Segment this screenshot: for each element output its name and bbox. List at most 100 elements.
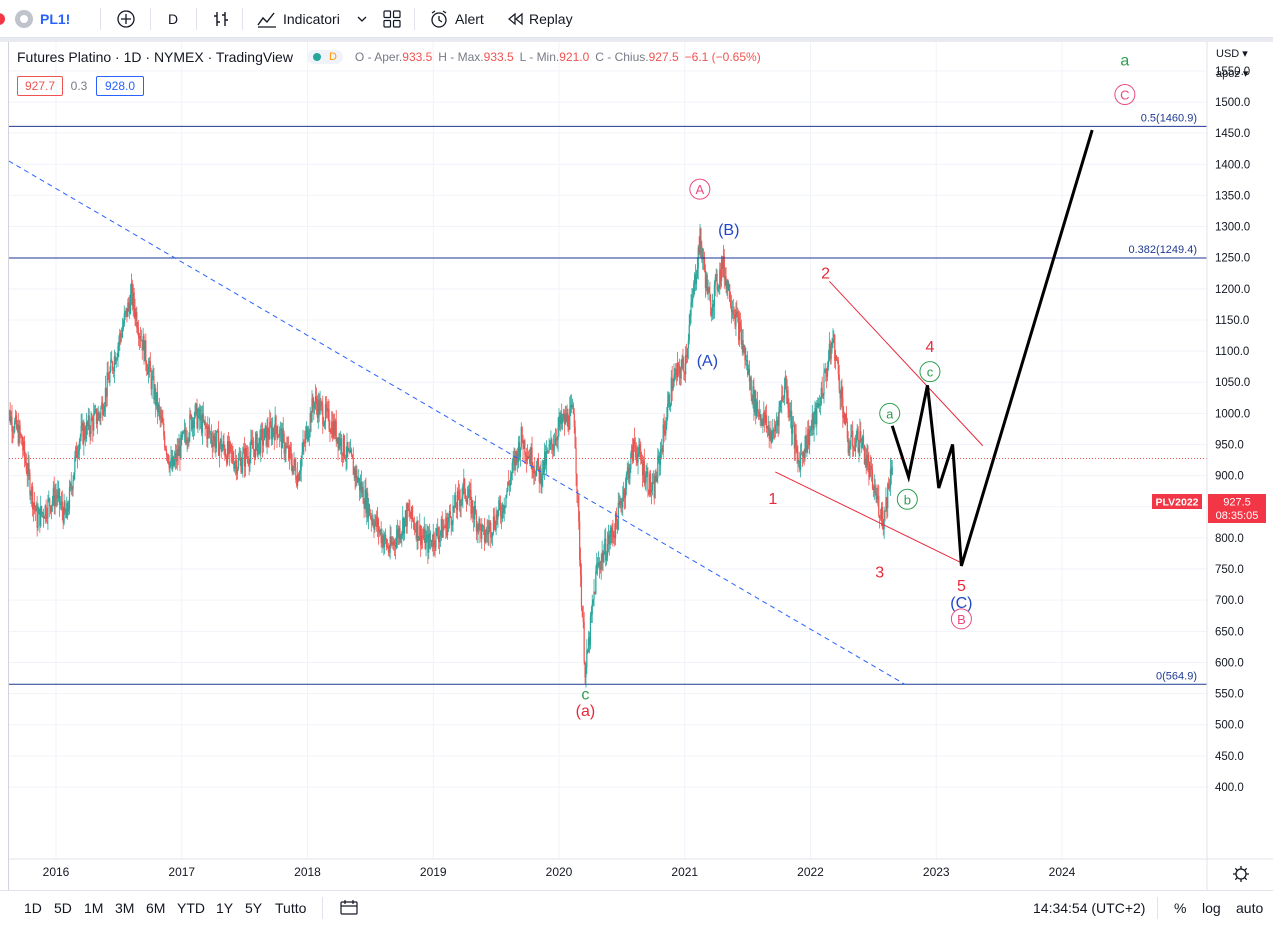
candle-body: [354, 468, 356, 479]
date-range-icon[interactable]: [340, 891, 358, 925]
auto-toggle[interactable]: auto: [1236, 900, 1264, 916]
candle-body: [157, 404, 159, 413]
bottom-toolbar: 1D 5D 1M 3M 6M YTD 1Y 5Y Tutto 14:34:54 …: [0, 890, 1273, 933]
unit-selector[interactable]: apoz ▾: [1216, 68, 1249, 80]
candle-body: [494, 527, 496, 531]
layouts-icon[interactable]: [383, 0, 401, 38]
currency-selector[interactable]: USD ▾: [1216, 48, 1248, 60]
candle-body: [59, 504, 62, 505]
candle-body: [440, 518, 442, 532]
range-1y[interactable]: 1Y: [216, 900, 234, 916]
range-all[interactable]: Tutto: [275, 900, 307, 916]
bar-style-icon[interactable]: [212, 0, 230, 38]
candle-body: [842, 397, 844, 419]
time-axis[interactable]: 2016 2017 2018 2019 2020 2021 2022 2023 2024: [43, 865, 1076, 879]
replay-button[interactable]: Replay: [507, 0, 573, 38]
candle-body: [653, 482, 655, 498]
candle-body: [124, 312, 126, 315]
candle-body: [747, 360, 749, 375]
candle-body: [565, 413, 567, 422]
chevron-down-icon[interactable]: [356, 0, 368, 38]
candle-body: [838, 374, 840, 391]
candle-body: [555, 438, 557, 441]
candle-body: [370, 516, 372, 521]
candle-body: [756, 401, 758, 416]
indicators-button[interactable]: Indicatori: [257, 0, 340, 38]
candle-body: [105, 387, 107, 397]
symbol-search-button[interactable]: PL1!: [14, 0, 70, 38]
candle-body: [253, 448, 255, 450]
candle-body: [728, 284, 730, 291]
wave-label: b: [904, 492, 911, 507]
candle-body: [67, 509, 70, 512]
candle-body: [704, 270, 707, 289]
candle-body: [752, 386, 754, 403]
interval-button[interactable]: D: [168, 0, 178, 38]
candle-body: [490, 522, 492, 538]
chart-canvas[interactable]: 0.5(1460.9) 0.382(1249.4) 0(564.9) A (B) (A) 2…: [0, 42, 1273, 890]
compare-add-icon[interactable]: [116, 0, 136, 38]
candle-body: [448, 511, 451, 518]
candle-body: [690, 302, 692, 316]
candle-body: [685, 354, 688, 358]
candle-body: [500, 515, 503, 519]
candle-body: [614, 534, 616, 539]
range-1d[interactable]: 1D: [24, 900, 42, 916]
bid-price-button[interactable]: 927.7: [17, 76, 63, 96]
range-5y[interactable]: 5Y: [245, 900, 263, 916]
wave-label: 4: [926, 339, 935, 356]
candle-body: [71, 487, 73, 491]
candle-body: [632, 445, 634, 462]
wedge-line[interactable]: [775, 471, 962, 564]
candle-body: [658, 455, 660, 457]
chart-legend: Futures Platino · 1D · NYMEX · TradingVi…: [17, 49, 761, 65]
price-axis[interactable]: 1550.0 1500.0 1450.0 1400.0 1350.0 1300.0 1250…: [1215, 66, 1250, 794]
trend-line[interactable]: [0, 152, 906, 685]
candle-body: [870, 465, 872, 467]
candle-body: [235, 460, 238, 474]
candle-body: [65, 512, 67, 519]
candle-body: [795, 434, 797, 448]
candle-body: [104, 387, 107, 406]
market-status[interactable]: D: [306, 50, 343, 64]
range-6m[interactable]: 6M: [146, 900, 166, 916]
candle-body: [727, 280, 729, 291]
candle-body: [475, 513, 477, 532]
candle-body: [129, 293, 132, 314]
price-tag-bg: [1208, 494, 1266, 523]
candle-body: [128, 302, 130, 305]
projection-path[interactable]: [890, 129, 1094, 567]
alert-button[interactable]: Alert: [429, 0, 484, 38]
candle-body: [615, 513, 618, 522]
clock-time[interactable]: 14:34:54 (UTC+2): [1033, 900, 1146, 916]
candle-body: [656, 477, 658, 482]
range-5d[interactable]: 5D: [54, 900, 72, 916]
candle-body: [204, 420, 206, 426]
price-tick-label: 1100.0: [1215, 346, 1249, 358]
price-tick-label: 750.0: [1215, 564, 1244, 576]
candle-body: [28, 463, 30, 474]
candle-body: [288, 447, 291, 459]
wedge-line[interactable]: [828, 281, 984, 447]
candle-body: [330, 431, 332, 434]
candle-body: [531, 447, 533, 471]
candle-body: [528, 455, 530, 459]
candle-body: [825, 369, 827, 374]
candle-body: [37, 514, 39, 528]
range-1m[interactable]: 1M: [84, 900, 104, 916]
candle-body: [456, 507, 458, 510]
candle-body: [97, 412, 99, 421]
percent-toggle[interactable]: %: [1174, 900, 1187, 916]
range-3m[interactable]: 3M: [115, 900, 135, 916]
candle-body: [313, 405, 315, 409]
range-ytd[interactable]: YTD: [177, 900, 205, 916]
candle-body: [577, 493, 579, 496]
candle-body: [47, 499, 49, 519]
settings-gear-icon[interactable]: [1233, 866, 1249, 882]
chart-area[interactable]: 0.5(1460.9) 0.382(1249.4) 0(564.9) A (B) (A) 2…: [0, 42, 1273, 890]
log-toggle[interactable]: log: [1202, 900, 1221, 916]
candle-body: [491, 532, 494, 536]
candle-body: [782, 398, 785, 400]
ask-price-button[interactable]: 928.0: [96, 76, 144, 96]
candle-body: [848, 448, 850, 453]
